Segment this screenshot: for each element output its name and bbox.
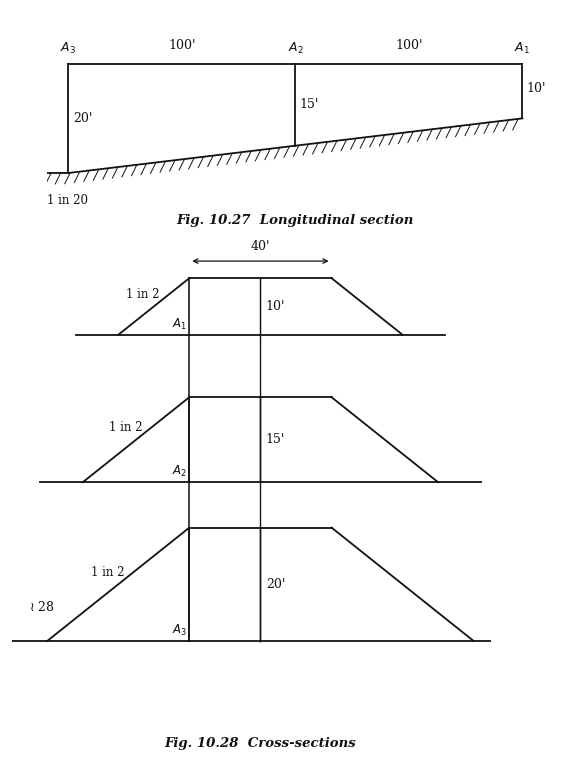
- Text: 1 in 2: 1 in 2: [91, 566, 125, 579]
- Text: 1 in 20: 1 in 20: [47, 194, 88, 207]
- Text: 20': 20': [266, 577, 285, 591]
- Text: 10': 10': [526, 82, 546, 95]
- Text: Fig. 10.28  Cross-sections: Fig. 10.28 Cross-sections: [164, 738, 356, 750]
- Text: 15': 15': [266, 433, 285, 446]
- Text: $A_2$: $A_2$: [173, 464, 188, 479]
- Text: $A_3$: $A_3$: [173, 623, 188, 638]
- Text: 1 in 2: 1 in 2: [109, 421, 142, 434]
- Text: $\mathit{\wr}$ 28: $\mathit{\wr}$ 28: [29, 600, 55, 614]
- Text: 10': 10': [266, 300, 285, 313]
- Text: 15': 15': [300, 98, 319, 111]
- Text: $A_2$: $A_2$: [287, 40, 304, 56]
- Text: $A_3$: $A_3$: [60, 40, 77, 56]
- Text: 1 in 2: 1 in 2: [126, 288, 160, 301]
- Text: $A_1$: $A_1$: [173, 317, 188, 332]
- Text: 100': 100': [168, 39, 195, 52]
- Text: Fig. 10.27  Longitudinal section: Fig. 10.27 Longitudinal section: [177, 214, 414, 227]
- Text: 100': 100': [395, 39, 423, 52]
- Text: $A_1$: $A_1$: [514, 40, 531, 56]
- Text: 40': 40': [251, 240, 270, 252]
- Text: 20': 20': [73, 112, 92, 125]
